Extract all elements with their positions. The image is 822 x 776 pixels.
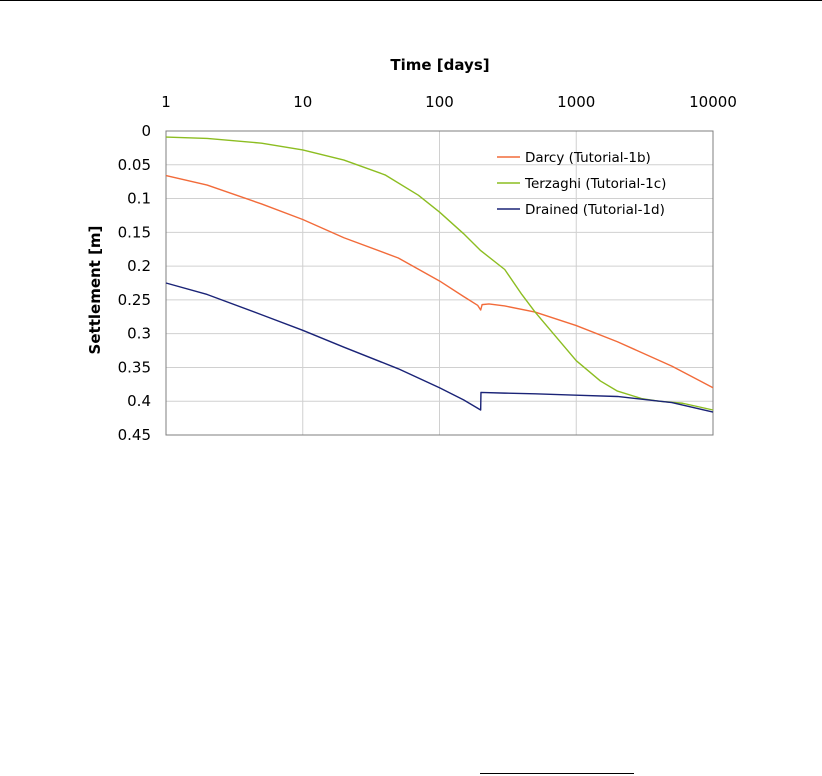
series-line-3 [165,282,714,413]
legend-label: Darcy (Tutorial-1b) [525,150,651,166]
y-tick-label: 0.35 [118,358,151,376]
y-tick-label: 0.15 [118,223,151,241]
y-tick-label: 0.2 [127,257,151,275]
y-tick-label: 0.3 [127,325,151,343]
footnote-rule [480,773,634,774]
series-line-2 [165,136,714,411]
y-tick-label: 0.45 [118,426,151,444]
page-top-rule [0,0,822,1]
x-tick-label: 1000 [557,93,595,111]
y-tick-label: 0.25 [118,291,151,309]
legend-label: Terzaghi (Tutorial-1c) [524,176,666,192]
x-tick-labels: 1 10 100 1000 10000 [161,93,737,111]
y-tick-label: 0.1 [127,190,151,208]
y-axis-title: Settlement [m] [86,226,104,355]
x-tick-label: 10000 [689,93,737,111]
x-axis-title: Time [days] [390,56,489,74]
y-tick-label: 0 [141,122,151,140]
y-tick-label: 0.4 [127,392,151,410]
x-tick-label: 1 [161,93,171,111]
series-lines [165,136,714,413]
x-tick-label: 10 [293,93,312,111]
legend-label: Drained (Tutorial-1d) [525,202,665,218]
y-tick-label: 0.05 [118,156,151,174]
x-tick-label: 100 [425,93,454,111]
legend: Darcy (Tutorial-1b) Terzaghi (Tutorial-1c… [497,150,666,218]
y-tick-labels: 0 0.05 0.1 0.15 0.2 0.25 0.3 0.35 0.4 0.45 [118,122,151,444]
series-line-1 [165,174,714,389]
